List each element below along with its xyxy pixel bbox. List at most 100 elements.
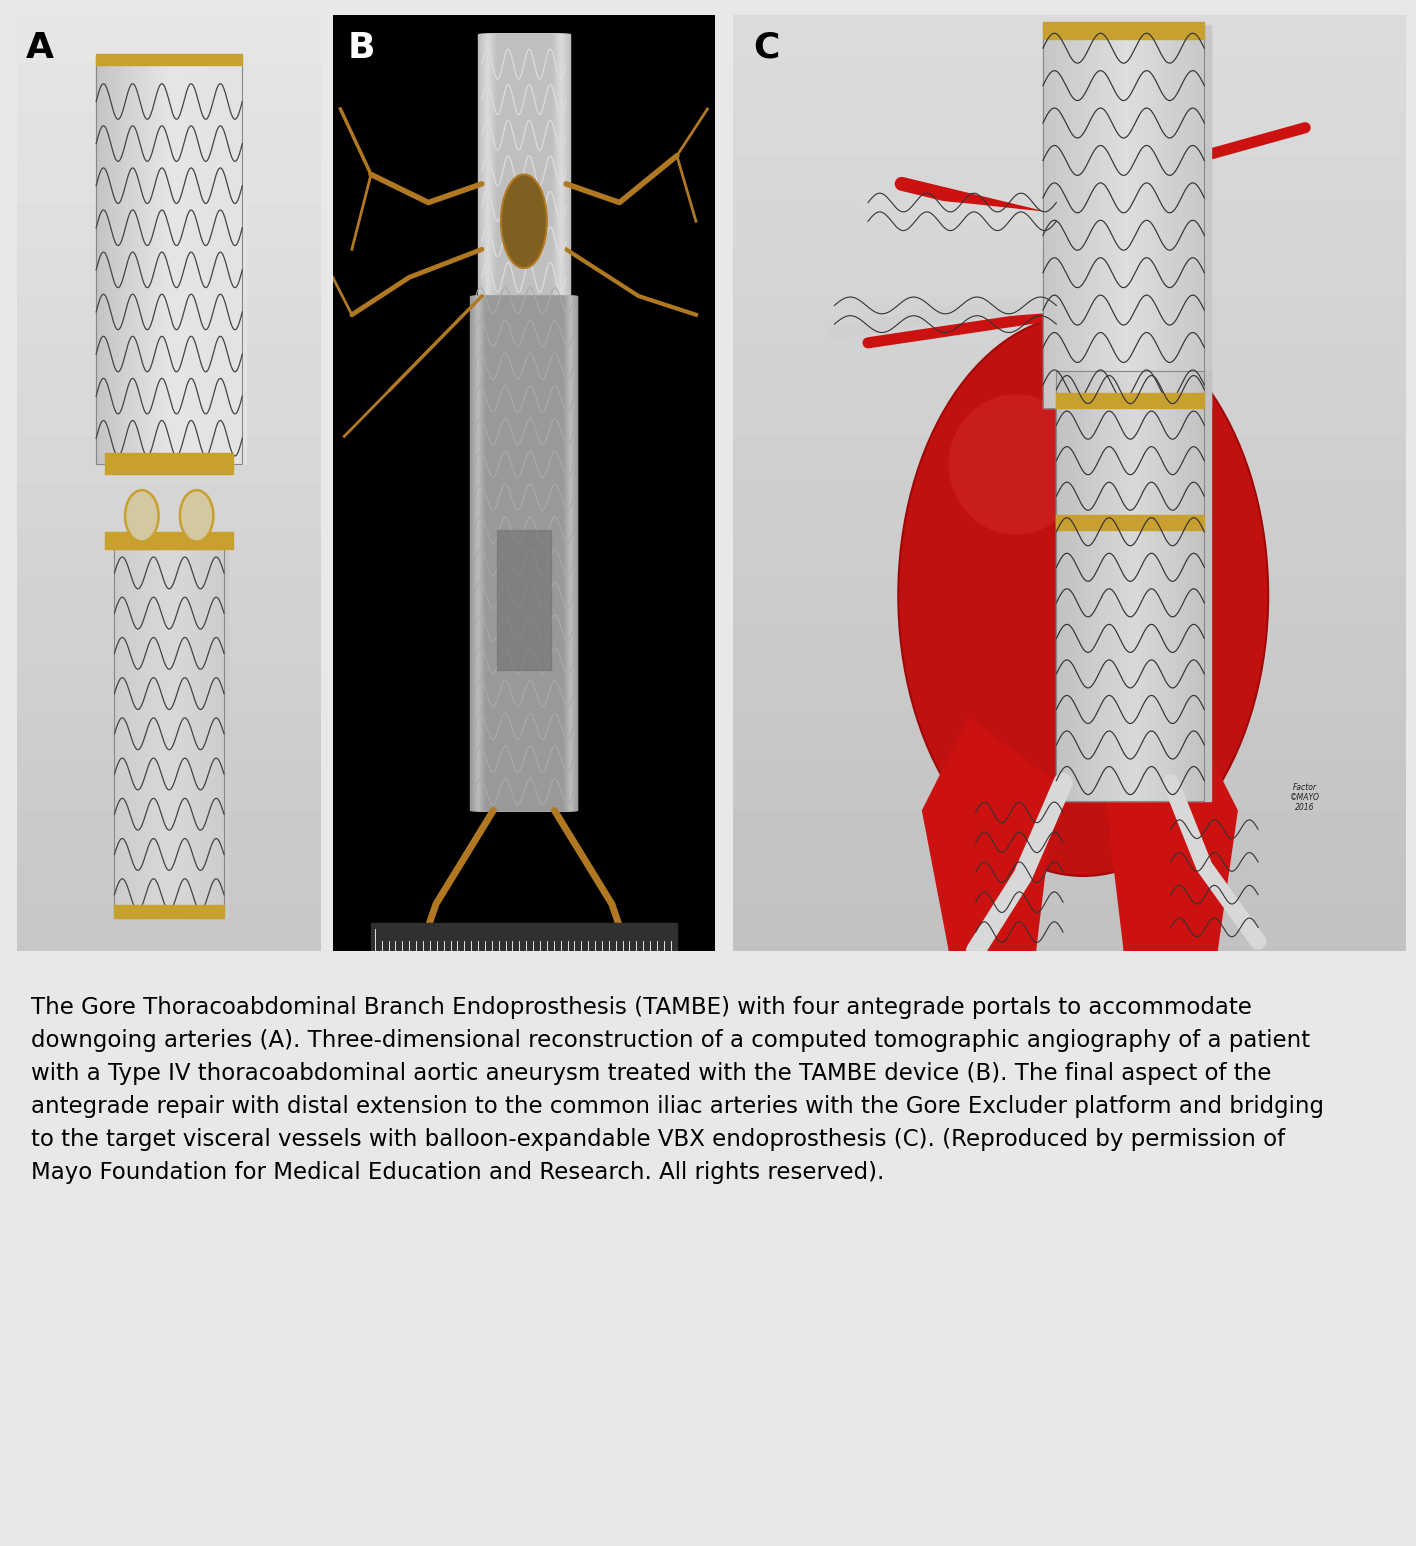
Bar [122, 57, 126, 464]
Bar [484, 34, 564, 295]
Bar [481, 34, 566, 295]
Bar [1163, 371, 1170, 801]
Bar [164, 57, 167, 464]
Bar [1150, 25, 1157, 408]
Bar [473, 295, 575, 810]
Bar [183, 57, 185, 464]
Bar [371, 923, 677, 955]
Bar [115, 57, 119, 464]
Bar [156, 549, 160, 918]
Bar [1157, 25, 1164, 408]
Bar [481, 34, 566, 295]
Bar [479, 295, 569, 810]
Bar [493, 34, 555, 295]
Polygon shape [1103, 717, 1238, 951]
Bar [1137, 25, 1144, 408]
Bar [1096, 25, 1103, 408]
Bar [17, 390, 321, 436]
Bar [96, 57, 101, 464]
Bar [187, 549, 190, 918]
Bar [1113, 371, 1120, 801]
Bar [733, 295, 1406, 343]
Bar [96, 57, 242, 464]
Bar [479, 295, 569, 810]
Bar [1170, 371, 1177, 801]
Ellipse shape [501, 175, 547, 267]
Bar [17, 530, 321, 577]
Bar [122, 549, 126, 918]
Bar [1056, 393, 1204, 408]
Bar [133, 549, 137, 918]
Bar [190, 549, 194, 918]
Bar [133, 57, 137, 464]
Bar [194, 57, 197, 464]
Bar [1191, 25, 1198, 408]
Bar [149, 57, 153, 464]
Bar [212, 57, 217, 464]
Bar [221, 549, 224, 918]
Bar [101, 57, 103, 464]
Bar [17, 62, 321, 108]
Bar [1085, 371, 1092, 801]
Bar [733, 15, 1406, 62]
Bar [144, 57, 149, 464]
Bar [733, 530, 1406, 577]
Ellipse shape [125, 490, 159, 541]
Bar [1198, 371, 1204, 801]
Ellipse shape [898, 315, 1269, 877]
Bar [481, 295, 566, 810]
Bar [1070, 25, 1076, 408]
Bar [486, 34, 562, 295]
Bar [479, 34, 569, 295]
Bar [1078, 371, 1085, 801]
Bar [1144, 25, 1150, 408]
Bar [110, 57, 115, 464]
Bar [473, 295, 575, 810]
Bar [17, 623, 321, 671]
Bar [212, 549, 217, 918]
Bar [1099, 371, 1106, 801]
Bar [480, 34, 568, 295]
Bar [1110, 25, 1117, 408]
Bar [484, 295, 564, 810]
Bar [486, 295, 562, 810]
Bar [474, 295, 573, 810]
Bar [733, 717, 1406, 764]
Bar [171, 549, 176, 918]
Bar [208, 57, 212, 464]
Bar [242, 57, 246, 464]
Bar [1076, 25, 1083, 408]
Bar [167, 549, 171, 918]
Bar [103, 57, 108, 464]
Bar [480, 295, 568, 810]
Bar [17, 343, 321, 390]
Bar [1155, 371, 1163, 801]
Bar [1056, 371, 1204, 801]
Text: Factor
©MAYO
2016: Factor ©MAYO 2016 [1290, 782, 1320, 813]
Bar [493, 34, 555, 295]
Bar [17, 764, 321, 810]
Bar [1184, 371, 1191, 801]
Bar [1204, 25, 1211, 408]
Bar [1056, 25, 1063, 408]
Bar [733, 577, 1406, 623]
Bar [178, 549, 183, 918]
Bar [119, 57, 122, 464]
Bar [476, 295, 572, 810]
Bar [185, 57, 190, 464]
Bar [228, 57, 231, 464]
Bar [491, 34, 556, 295]
Text: A: A [25, 31, 54, 65]
Bar [470, 295, 578, 810]
Bar [142, 57, 144, 464]
Bar [733, 390, 1406, 436]
Bar [201, 549, 205, 918]
Bar [1171, 25, 1177, 408]
Bar [176, 549, 178, 918]
Text: C: C [753, 31, 780, 65]
Bar [105, 453, 234, 473]
Bar [479, 34, 569, 295]
Bar [483, 295, 565, 810]
Bar [1090, 25, 1096, 408]
Bar [238, 57, 242, 464]
